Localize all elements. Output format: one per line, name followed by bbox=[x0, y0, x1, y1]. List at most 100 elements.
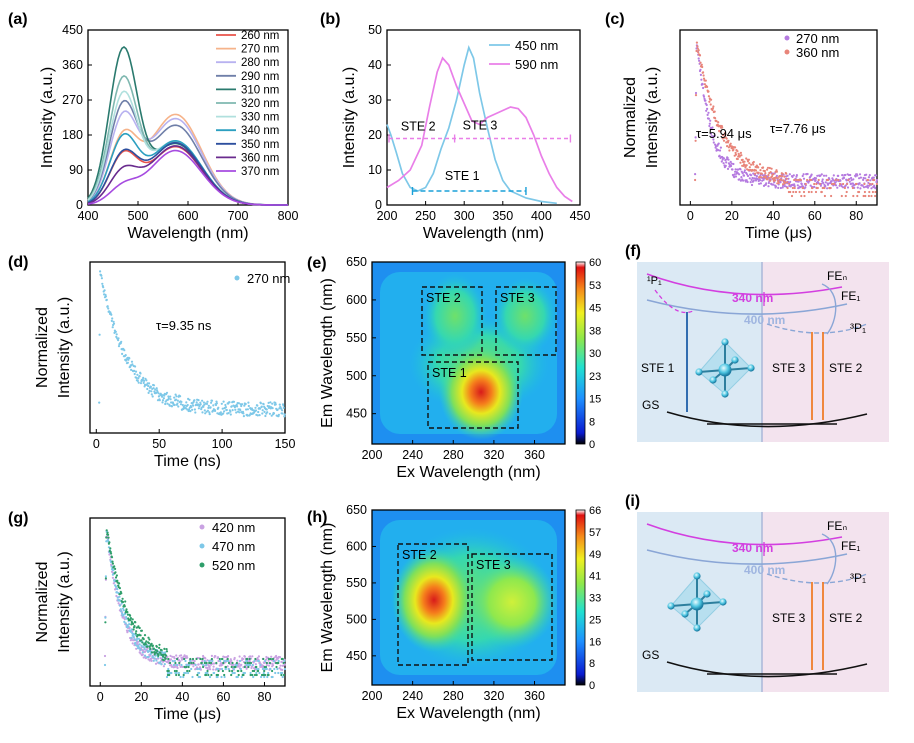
data-point bbox=[264, 673, 267, 677]
data-point bbox=[739, 161, 742, 164]
data-point bbox=[816, 174, 819, 177]
data-point bbox=[233, 671, 236, 675]
data-point bbox=[110, 552, 113, 555]
data-point bbox=[154, 651, 158, 654]
data-point bbox=[802, 173, 805, 176]
data-point bbox=[198, 671, 201, 675]
data-point bbox=[716, 123, 719, 126]
data-point bbox=[243, 671, 246, 675]
data-point bbox=[154, 649, 157, 652]
data-point bbox=[260, 675, 263, 679]
data-point bbox=[770, 175, 774, 178]
data-point bbox=[749, 181, 752, 184]
x-tick-label: 250 bbox=[415, 209, 436, 223]
colorbar bbox=[575, 509, 586, 686]
data-point bbox=[277, 413, 280, 416]
data-point bbox=[174, 393, 177, 396]
axes-frame-e bbox=[371, 261, 566, 445]
data-point bbox=[114, 585, 118, 589]
data-point bbox=[129, 614, 132, 617]
data-point bbox=[282, 673, 286, 677]
data-point bbox=[216, 673, 220, 677]
data-point bbox=[756, 178, 759, 181]
data-point bbox=[127, 625, 130, 628]
data-point bbox=[251, 673, 254, 677]
data-point bbox=[760, 176, 763, 179]
data-point bbox=[786, 186, 789, 190]
data-point bbox=[181, 665, 184, 669]
data-point bbox=[192, 665, 195, 668]
x-tick-label: 700 bbox=[228, 209, 249, 223]
data-point bbox=[203, 403, 206, 406]
data-point bbox=[234, 408, 237, 411]
data-point bbox=[844, 173, 847, 177]
data-point bbox=[760, 172, 763, 175]
x-tick-label: 600 bbox=[178, 209, 199, 223]
data-point bbox=[206, 671, 209, 675]
data-point bbox=[104, 295, 107, 298]
data-point bbox=[251, 663, 254, 667]
data-point bbox=[117, 337, 120, 340]
legend-marker bbox=[234, 275, 240, 281]
data-point bbox=[100, 277, 103, 280]
data-point bbox=[253, 673, 257, 677]
data-point bbox=[253, 669, 256, 673]
data-point bbox=[830, 180, 833, 183]
legend-label: 420 nm bbox=[212, 520, 255, 535]
data-point bbox=[804, 186, 807, 189]
data-point bbox=[152, 647, 155, 650]
legend-label: 260 nm bbox=[241, 30, 279, 42]
data-point bbox=[222, 412, 225, 415]
data-point bbox=[757, 166, 760, 169]
data-point bbox=[125, 617, 128, 620]
ste3-label: STE 3 bbox=[772, 361, 806, 375]
data-point bbox=[261, 412, 264, 415]
data-point bbox=[214, 409, 217, 412]
data-point bbox=[874, 174, 878, 177]
data-point bbox=[754, 169, 758, 172]
legend-label: 360 nm bbox=[241, 152, 279, 164]
data-point bbox=[793, 178, 796, 182]
data-point bbox=[139, 648, 142, 651]
data-point bbox=[183, 665, 186, 669]
data-point bbox=[200, 661, 203, 665]
data-point bbox=[137, 625, 140, 628]
data-point bbox=[864, 177, 867, 180]
data-point bbox=[150, 390, 153, 393]
data-point bbox=[209, 663, 213, 666]
data-point bbox=[845, 179, 848, 182]
data-point bbox=[145, 640, 148, 643]
data-point bbox=[208, 661, 211, 665]
data-point bbox=[720, 160, 723, 163]
data-point bbox=[164, 657, 167, 660]
data-point bbox=[212, 665, 215, 668]
colorbar-tick-label: 15 bbox=[589, 394, 601, 406]
data-point bbox=[147, 636, 150, 639]
data-point bbox=[832, 174, 835, 177]
center-atom bbox=[690, 597, 704, 611]
data-point bbox=[730, 162, 733, 165]
x-tick-label: 0 bbox=[687, 209, 694, 223]
data-point bbox=[818, 182, 822, 186]
data-point bbox=[147, 655, 150, 659]
data-point bbox=[215, 661, 218, 665]
data-point bbox=[793, 185, 796, 188]
data-point bbox=[814, 190, 818, 194]
data-point bbox=[743, 170, 746, 174]
y-tick-label: 10 bbox=[368, 163, 382, 177]
data-point bbox=[275, 654, 278, 658]
data-point bbox=[244, 661, 247, 665]
data-point bbox=[130, 628, 133, 631]
data-point bbox=[189, 410, 192, 413]
x-axis-title: Ex Wavelength (nm) bbox=[396, 464, 540, 481]
data-point bbox=[201, 399, 204, 402]
data-point bbox=[281, 675, 284, 679]
data-point bbox=[712, 105, 715, 108]
data-point bbox=[751, 176, 754, 180]
data-point bbox=[182, 673, 185, 677]
data-point bbox=[160, 649, 163, 652]
data-point bbox=[266, 411, 269, 414]
x-tick-label: 360 bbox=[524, 448, 545, 462]
data-point bbox=[788, 182, 791, 186]
data-point bbox=[118, 582, 121, 585]
